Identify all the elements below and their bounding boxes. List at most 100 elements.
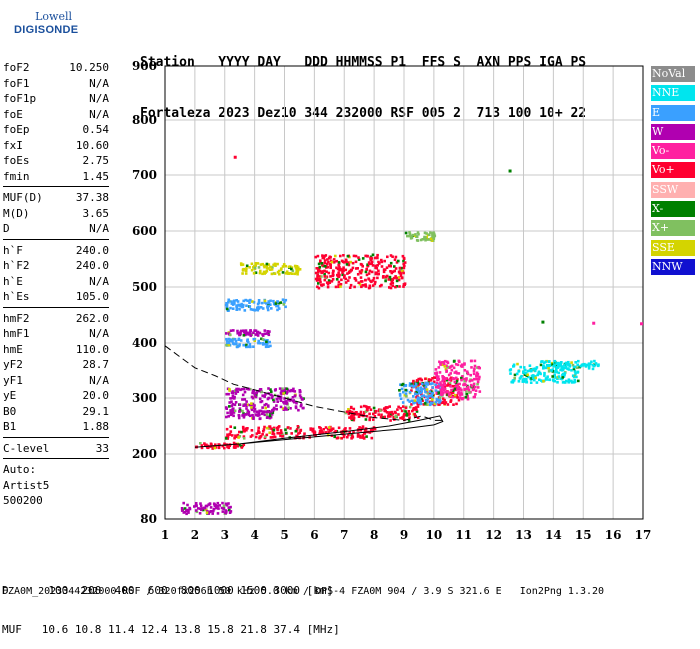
echo-point: [401, 401, 405, 404]
echo-point: [230, 400, 233, 403]
echo-point: [424, 395, 428, 398]
param-row: foE N/A: [3, 107, 109, 123]
echo-point: [273, 272, 277, 275]
echo-point: [383, 259, 386, 263]
echo-point: [350, 405, 353, 409]
echo-point: [533, 378, 536, 382]
echo-point: [231, 407, 234, 411]
echo-point: [318, 432, 321, 435]
echo-point: [231, 342, 235, 345]
echo-point: [276, 262, 279, 266]
echo-point: [357, 281, 360, 284]
echo-point: [250, 429, 254, 432]
echo-point: [410, 384, 414, 388]
param-row: fxI 10.60: [3, 138, 109, 154]
echo-point: [532, 367, 535, 371]
echo-point: [233, 426, 237, 429]
echo-point: [182, 501, 185, 505]
echo-point: [440, 390, 444, 394]
echo-point: [398, 392, 402, 396]
echo-point: [460, 393, 464, 396]
echo-point: [295, 269, 298, 272]
echo-point: [249, 387, 252, 391]
echo-point: [413, 399, 417, 402]
echo-point: [373, 427, 377, 431]
y-tick-label: 800: [132, 113, 157, 127]
echo-point: [210, 443, 213, 446]
echo-point: [509, 372, 512, 375]
echo-point: [571, 363, 575, 367]
echo-point: [263, 329, 267, 332]
echo-point: [244, 298, 247, 302]
echo-point: [241, 425, 245, 429]
echo-point: [335, 259, 338, 263]
echo-point: [238, 443, 241, 447]
echo-point: [268, 414, 272, 418]
polarization-legend: NoVal NNE E W Vo- Vo+ SSW X- X+ SSE NNW: [651, 66, 695, 278]
echo-point: [475, 371, 479, 375]
echo-point: [254, 271, 258, 274]
echo-point: [254, 395, 258, 399]
echo-point: [431, 232, 434, 235]
echo-point: [252, 337, 256, 341]
echo-point: [431, 382, 434, 385]
echo-point: [231, 434, 234, 437]
echo-point: [457, 359, 461, 363]
param-value: N/A: [89, 327, 109, 340]
echo-point: [391, 412, 395, 416]
echo-point: [264, 435, 267, 438]
echo-point: [398, 285, 401, 288]
echo-point: [329, 275, 332, 278]
echo-point: [396, 408, 399, 411]
echo-point: [536, 373, 539, 377]
echo-point: [422, 394, 426, 397]
echo-point: [242, 267, 246, 271]
param-key: h`F: [3, 243, 23, 257]
echo-point: [270, 410, 274, 413]
echo-point: [397, 278, 401, 282]
echo-point: [462, 377, 466, 381]
echo-point: [395, 261, 399, 264]
echo-point: [317, 277, 320, 280]
echo-point: [230, 412, 234, 415]
legend-item: Vo-: [651, 143, 695, 160]
echo-point: [442, 381, 446, 385]
echo-point: [269, 299, 272, 303]
echo-point: [441, 400, 445, 404]
echo-point: [260, 337, 263, 341]
echo-point: [398, 389, 401, 392]
echo-point: [323, 269, 326, 273]
echo-point: [516, 362, 519, 366]
echo-point: [290, 432, 293, 435]
echo-point: [364, 270, 368, 274]
echo-point: [287, 265, 291, 269]
echo-point: [274, 264, 277, 267]
echo-point: [180, 507, 184, 510]
echo-point: [377, 413, 380, 416]
echo-point: [257, 339, 260, 343]
echo-point: [582, 364, 585, 367]
echo-point: [227, 341, 231, 345]
echo-point: [416, 405, 420, 408]
echo-point: [242, 427, 245, 430]
echo-point: [369, 258, 372, 262]
echo-point: [432, 401, 435, 405]
echo-point: [281, 271, 285, 274]
echo-point: [470, 379, 474, 382]
echo-point: [323, 261, 326, 265]
echo-point: [429, 231, 432, 234]
echo-point: [319, 260, 322, 264]
echo-point: [244, 413, 247, 416]
echo-point: [439, 389, 443, 392]
echo-point: [563, 364, 566, 367]
echo-point: [248, 301, 251, 304]
echo-point: [424, 388, 427, 392]
echo-point: [347, 412, 351, 416]
param-separator: [3, 436, 109, 438]
echo-point: [269, 436, 273, 439]
echo-point: [364, 405, 368, 408]
echo-point: [553, 359, 557, 363]
x-tick-label: 7: [340, 528, 348, 542]
echo-point: [434, 376, 437, 379]
echo-point: [542, 380, 545, 383]
